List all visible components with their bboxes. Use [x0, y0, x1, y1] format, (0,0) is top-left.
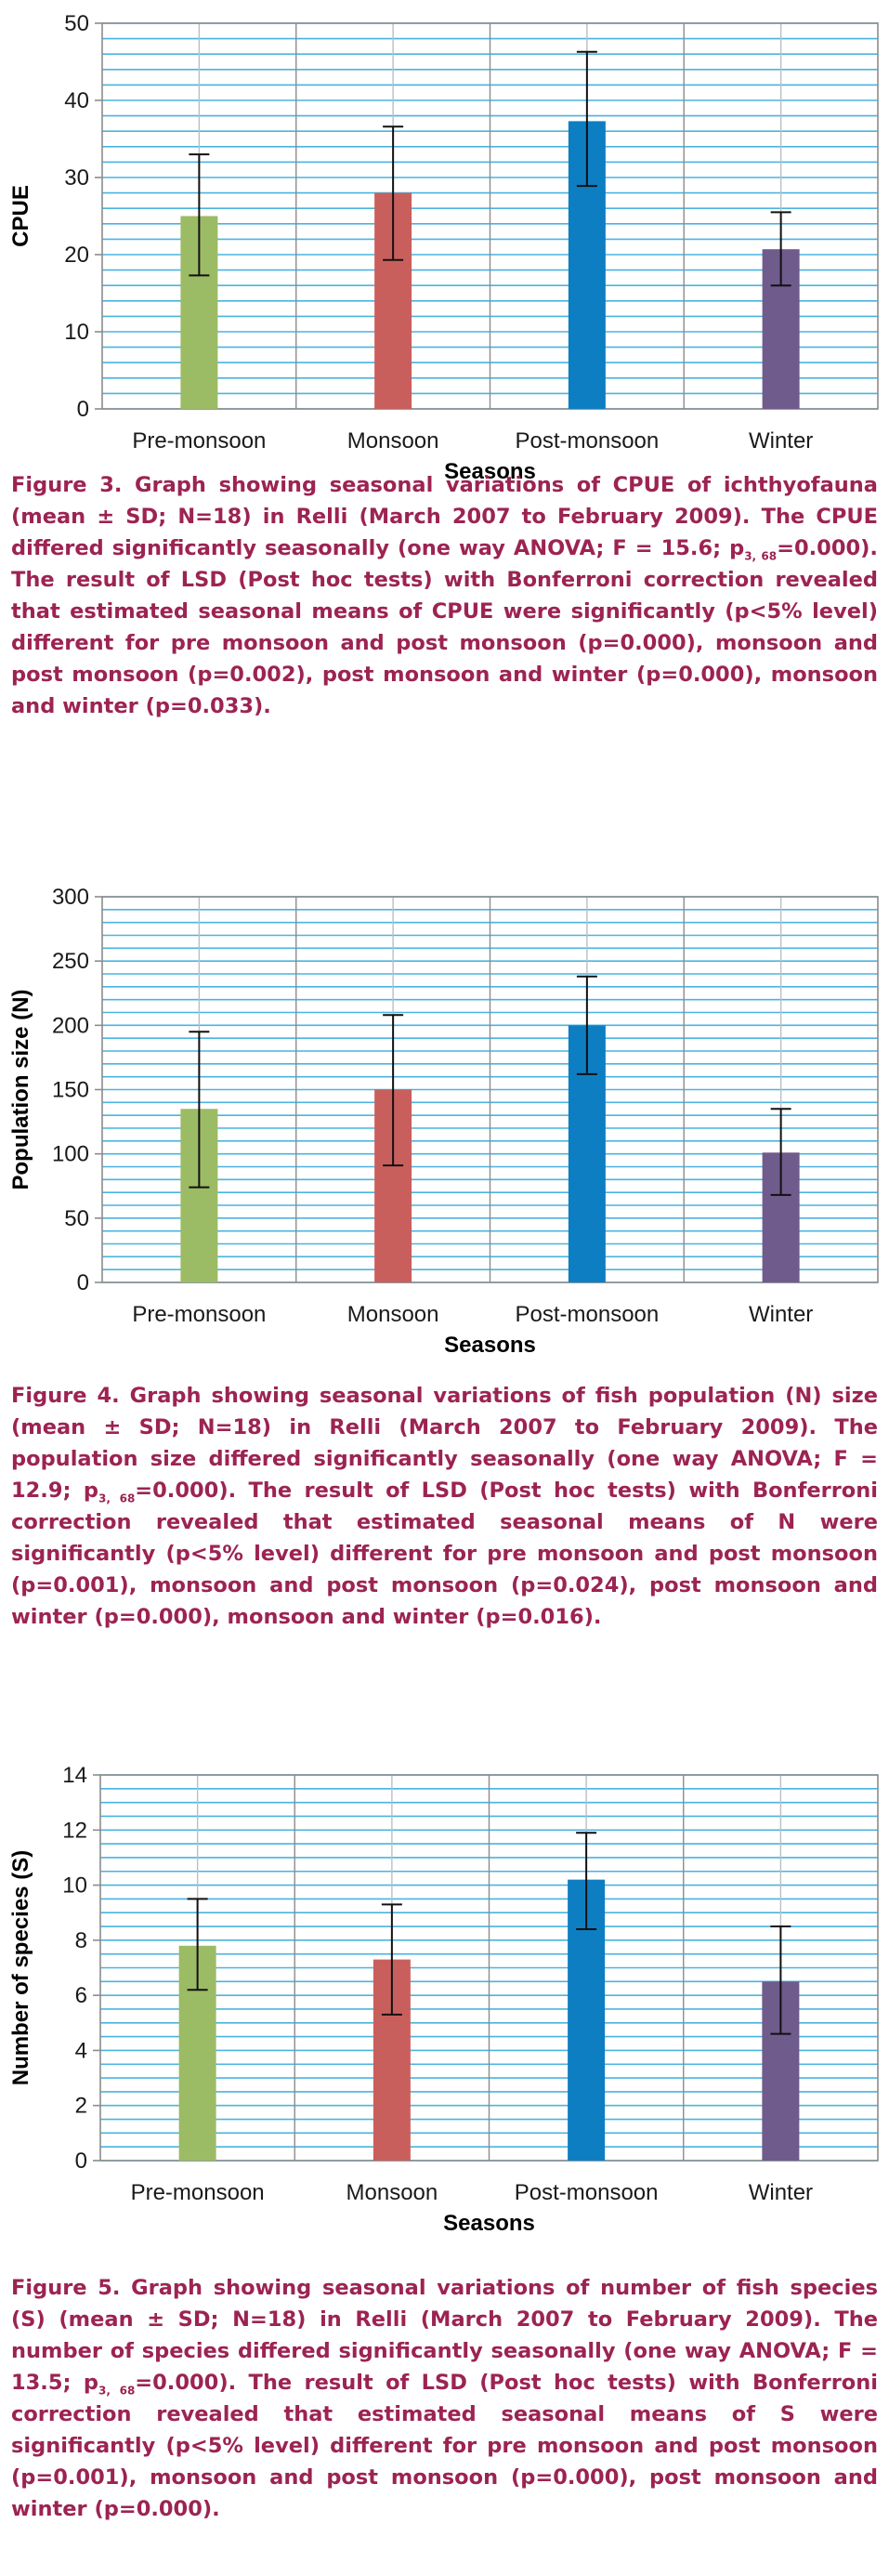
category-label: Pre-monsoon [132, 1302, 266, 1327]
population-chart: 0 50 100 150 200 250 300 Pre-monsoon Monsoon Post… [8, 885, 879, 1357]
figure-4-caption: Figure 4. Graph showing seasonal variati… [11, 1380, 878, 1633]
category-label: Post-monsoon [516, 428, 660, 453]
species-chart: 0 2 4 6 8 10 12 14 Pre-monsoon Monsoon Post-monsoo… [8, 1763, 879, 2235]
y-tick-label: 200 [52, 1013, 89, 1038]
figure-4-caption-rest: =0.000). The result of LSD (Post hoc tes… [11, 1479, 878, 1629]
y-tick-label: 0 [77, 397, 89, 422]
figure-3: 0 10 20 30 40 50 Pre-monsoon Monsoon Post-monsoo… [0, 0, 889, 718]
y-axis-label: CPUE [8, 185, 33, 247]
x-axis-label: Seasons [444, 1333, 536, 1357]
y-axis-label: Number of species (S) [8, 1850, 33, 2085]
y-tick-label: 8 [75, 1928, 87, 1953]
y-tick-label: 0 [77, 1270, 89, 1295]
figure-3-caption-main: Figure 3. Graph showing seasonal variati… [11, 473, 878, 560]
figure-5-caption-main: Figure 5. Graph showing seasonal variati… [11, 2276, 878, 2395]
cpue-chart: 0 10 20 30 40 50 Pre-monsoon Monsoon Post-monsoo… [8, 11, 879, 483]
category-label: Pre-monsoon [131, 2180, 265, 2205]
category-label: Pre-monsoon [132, 428, 266, 453]
y-tick-label: 10 [64, 320, 89, 345]
x-axis-label: Seasons [443, 2211, 535, 2235]
category-label: Monsoon [347, 1302, 439, 1327]
category-label: Post-monsoon [516, 1302, 660, 1327]
category-label: Winter [749, 2180, 813, 2205]
category-label: Winter [749, 428, 813, 453]
figure-3-caption: Figure 3. Graph showing seasonal variati… [11, 469, 878, 722]
y-tick-label: 0 [75, 2149, 87, 2174]
x-axis-label: Seasons [444, 459, 536, 483]
y-tick-label: 30 [64, 165, 89, 191]
figure-3-caption-rest: =0.000). The result of LSD (Post hoc tes… [11, 536, 878, 718]
plot-border [101, 22, 879, 410]
y-tick-label: 14 [62, 1763, 87, 1788]
category-label: Monsoon [346, 2180, 438, 2205]
figure-4-caption-sub: 3, 68 [98, 1492, 136, 1505]
figure-5: 0 2 4 6 8 10 12 14 Pre-monsoon Monsoon Post-monsoo… [0, 1752, 889, 2576]
y-tick-label: 4 [75, 2038, 87, 2063]
y-tick-label: 6 [75, 1983, 87, 2008]
category-label: Monsoon [347, 428, 439, 453]
y-tick-label: 20 [64, 243, 89, 268]
y-tick-label: 250 [52, 949, 89, 974]
figure-5-caption-rest: =0.000). The result of LSD (Post hoc tes… [11, 2371, 878, 2521]
y-tick-label: 100 [52, 1142, 89, 1167]
y-tick-label: 50 [64, 1206, 89, 1231]
y-tick-label: 12 [62, 1818, 87, 1843]
y-tick-label: 10 [62, 1873, 87, 1899]
y-axis-label: Population size (N) [8, 990, 33, 1190]
category-label: Winter [749, 1302, 813, 1327]
figure-5-caption-sub: 3, 68 [98, 2384, 136, 2398]
y-tick-label: 300 [52, 885, 89, 910]
y-tick-label: 40 [64, 88, 89, 113]
y-tick-label: 50 [64, 11, 89, 36]
figure-5-caption: Figure 5. Graph showing seasonal variati… [11, 2272, 878, 2525]
category-label: Post-monsoon [515, 2180, 659, 2205]
plot-border [99, 1774, 879, 2162]
y-tick-label: 150 [52, 1078, 89, 1103]
y-tick-label: 2 [75, 2094, 87, 2119]
figure-4-caption-main: Figure 4. Graph showing seasonal variati… [11, 1384, 878, 1503]
figure-3-caption-sub: 3, 68 [744, 549, 778, 563]
figure-4: 0 50 100 150 200 250 300 Pre-monsoon Monsoon Post… [0, 874, 889, 1629]
